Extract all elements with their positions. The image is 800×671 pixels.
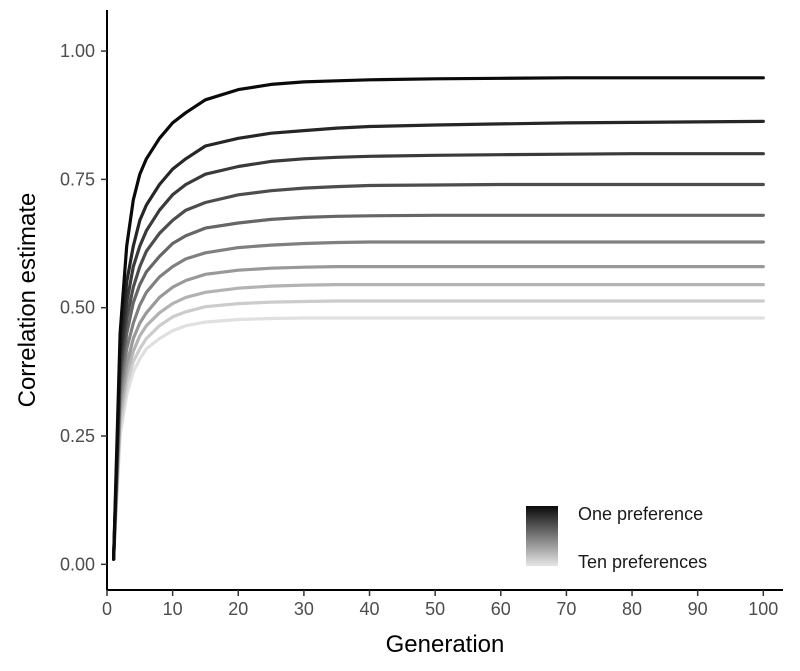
- x-tick-label: 70: [556, 599, 576, 619]
- y-axis-ticks: 0.00 0.25 0.50 0.75 1.00: [60, 41, 107, 574]
- x-tick-label: 60: [491, 599, 511, 619]
- series-layer: [111, 76, 765, 561]
- x-tick-label: 100: [748, 599, 778, 619]
- x-tick-label: 30: [294, 599, 314, 619]
- legend-bottom-label: Ten preferences: [578, 552, 707, 572]
- x-tick-label: 80: [622, 599, 642, 619]
- series-line-9: [111, 299, 765, 561]
- x-tick-label: 90: [688, 599, 708, 619]
- y-axis-title: Correlation estimate: [14, 193, 41, 408]
- x-tick-label: 0: [102, 599, 112, 619]
- series-line-8: [111, 283, 765, 561]
- y-tick-label: 0.75: [60, 169, 95, 189]
- legend-colorbar: [526, 506, 558, 566]
- x-axis-title: Generation: [386, 631, 505, 658]
- x-tick-label: 50: [425, 599, 445, 619]
- y-tick-label: 0.00: [60, 554, 95, 574]
- series-line-5: [111, 213, 765, 561]
- series-line-7: [111, 265, 765, 561]
- series-line-4: [111, 182, 765, 561]
- legend-top-label: One preference: [578, 504, 703, 524]
- y-tick-label: 0.50: [60, 298, 95, 318]
- x-axis-ticks: 0 10 20 30 40 50 60 70 80 90 100: [102, 590, 778, 619]
- series-line-2: [111, 119, 765, 561]
- x-tick-label: 20: [228, 599, 248, 619]
- x-tick-label: 40: [360, 599, 380, 619]
- y-tick-label: 0.25: [60, 426, 95, 446]
- series-line-1: [111, 76, 765, 561]
- y-tick-label: 1.00: [60, 41, 95, 61]
- series-line-10: [111, 316, 765, 561]
- x-tick-label: 10: [163, 599, 183, 619]
- series-line-3: [111, 152, 765, 561]
- series-line-6: [111, 240, 765, 561]
- legend: One preference Ten preferences: [526, 504, 707, 572]
